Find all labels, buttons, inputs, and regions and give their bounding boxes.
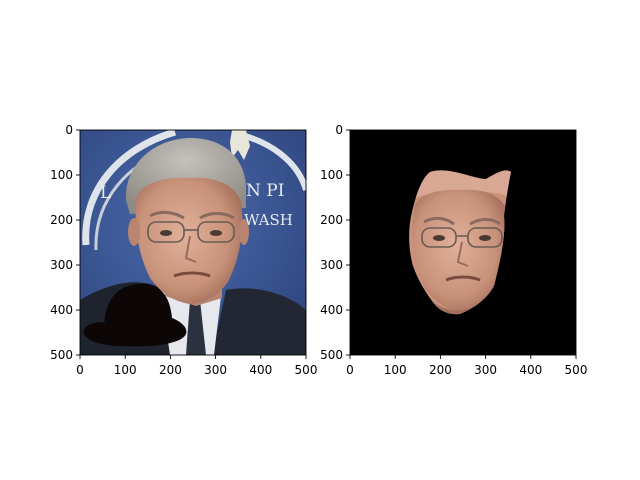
right-xtick-label: 500: [565, 363, 588, 377]
left-xtick-label: 400: [249, 363, 272, 377]
left-xtick-label: 200: [159, 363, 182, 377]
left-ytick-label: 200: [50, 213, 73, 227]
svg-text:L: L: [100, 183, 111, 203]
left-xtick-label: 300: [204, 363, 227, 377]
left-xtick-label: 0: [76, 363, 84, 377]
right-xtick-label: 200: [429, 363, 452, 377]
right-ytick-label: 0: [335, 123, 343, 137]
hat-shape: [83, 283, 187, 347]
left-xtick-label: 500: [295, 363, 318, 377]
right-xtick-label: 0: [346, 363, 354, 377]
left-xtick-label: 100: [114, 363, 137, 377]
left-ytick-label: 400: [50, 303, 73, 317]
svg-text:N PI: N PI: [246, 181, 284, 201]
left-ytick-label: 100: [50, 168, 73, 182]
right-ytick-label: 200: [320, 213, 343, 227]
right-ytick-label: 500: [320, 348, 343, 362]
right-ytick-label: 400: [320, 303, 343, 317]
svg-text:WASH: WASH: [244, 211, 293, 229]
left-ytick-label: 0: [65, 123, 73, 137]
right-xtick-label: 100: [384, 363, 407, 377]
left-ytick-label: 300: [50, 258, 73, 272]
right-ytick-label: 300: [320, 258, 343, 272]
right-xtick-label: 400: [519, 363, 542, 377]
right-photo: [350, 130, 576, 355]
segmented-face: [409, 170, 511, 315]
left-axes: L N PI WASH: [50, 123, 317, 377]
right-ytick-label: 100: [320, 168, 343, 182]
left-photo: L N PI WASH: [80, 130, 306, 355]
right-xtick-label: 300: [474, 363, 497, 377]
left-ytick-label: 500: [50, 348, 73, 362]
